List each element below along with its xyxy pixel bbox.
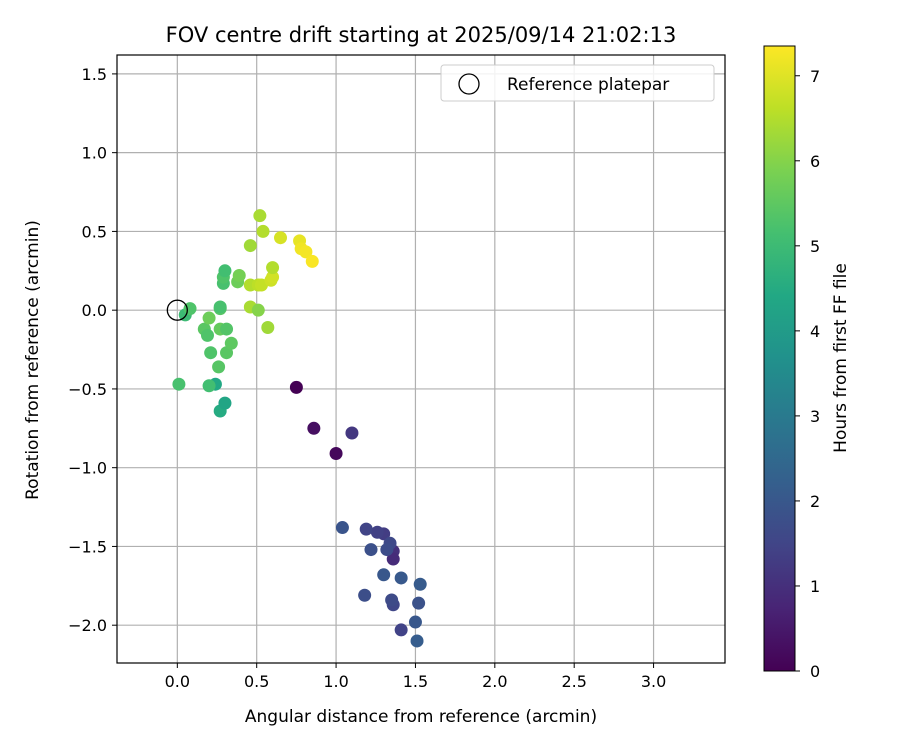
data-point	[412, 596, 426, 610]
data-point	[289, 380, 303, 394]
data-point	[329, 447, 343, 461]
data-point	[377, 568, 391, 582]
data-point	[224, 336, 238, 350]
y-tick-label: −2.0	[68, 616, 107, 635]
x-tick-label: 3.0	[641, 672, 666, 691]
data-point	[364, 543, 378, 557]
data-point	[200, 328, 214, 342]
y-tick-label: 0.5	[82, 222, 107, 241]
data-point	[202, 311, 216, 325]
data-point	[218, 396, 232, 410]
chart-title: FOV centre drift starting at 2025/09/14 …	[166, 23, 677, 47]
colorbar-tick-label: 2	[810, 492, 820, 511]
data-point	[213, 300, 227, 314]
data-point	[232, 269, 246, 283]
colorbar-tick-label: 5	[810, 237, 820, 256]
data-point	[266, 270, 280, 284]
data-points	[172, 209, 427, 648]
data-point	[274, 231, 288, 245]
data-point	[261, 320, 275, 334]
legend-label: Reference platepar	[507, 75, 669, 95]
x-axis-ticks: 0.0 0.5 1.0 1.5 2.0 2.5 3.0	[165, 663, 666, 691]
data-point	[202, 379, 216, 393]
data-point	[408, 615, 422, 629]
data-point	[335, 521, 349, 535]
x-tick-label: 2.5	[561, 672, 586, 691]
data-point	[307, 421, 321, 435]
colorbar-tick-label: 1	[810, 577, 820, 596]
y-tick-label: −0.5	[68, 380, 107, 399]
colorbar-ticks: 0 1 2 3 4 5 6 7	[795, 67, 820, 681]
y-axis-ticks: 1.5 1.0 0.5 0.0 −0.5 −1.0 −1.5 −2.0	[68, 65, 117, 635]
colorbar-label: Hours from first FF file	[831, 263, 851, 453]
data-point	[410, 634, 424, 648]
legend-box	[440, 64, 715, 102]
data-point	[218, 264, 232, 278]
y-tick-label: −1.0	[68, 459, 107, 478]
data-point	[385, 593, 399, 607]
x-tick-label: 1.0	[323, 672, 348, 691]
colorbar: 0 1 2 3 4 5 6 7 Hours from first FF file	[763, 45, 851, 681]
data-point	[394, 623, 408, 637]
data-point	[358, 588, 372, 602]
legend-reference-icon	[458, 73, 480, 95]
colorbar-tick-label: 6	[810, 152, 820, 171]
data-point	[256, 224, 270, 238]
data-point	[212, 360, 226, 374]
data-point	[251, 303, 265, 317]
x-axis-title: Angular distance from reference (arcmin)	[245, 707, 597, 727]
data-point	[413, 577, 427, 591]
x-tick-label: 0.5	[244, 672, 269, 691]
y-tick-label: 1.5	[82, 65, 107, 84]
grid-lines	[117, 55, 725, 663]
data-point	[266, 261, 280, 275]
colorbar-tick-label: 4	[810, 322, 820, 341]
y-tick-label: 0.0	[82, 301, 107, 320]
data-point	[220, 322, 234, 336]
x-tick-label: 1.5	[403, 672, 428, 691]
data-point	[345, 426, 359, 440]
y-tick-label: −1.5	[68, 537, 107, 556]
y-tick-label: 1.0	[82, 144, 107, 163]
data-point	[204, 346, 218, 360]
data-point	[359, 522, 373, 536]
data-point	[299, 245, 313, 259]
data-point	[243, 239, 257, 253]
data-point	[380, 543, 394, 557]
plot-frame	[116, 54, 726, 664]
colorbar-tick-label: 3	[810, 407, 820, 426]
colorbar-gradient	[763, 45, 796, 672]
data-point	[253, 209, 267, 223]
legend: Reference platepar	[440, 64, 715, 102]
data-point	[370, 525, 384, 539]
colorbar-tick-label: 7	[810, 67, 820, 86]
data-point	[386, 552, 400, 566]
colorbar-tick-label: 0	[810, 662, 820, 681]
reference-platepar-marker	[166, 299, 188, 321]
y-axis-title: Rotation from reference (arcmin)	[23, 220, 43, 500]
data-point	[394, 571, 408, 585]
data-point	[305, 254, 319, 268]
x-tick-label: 0.0	[165, 672, 190, 691]
x-tick-label: 2.0	[482, 672, 507, 691]
data-point	[172, 377, 186, 391]
